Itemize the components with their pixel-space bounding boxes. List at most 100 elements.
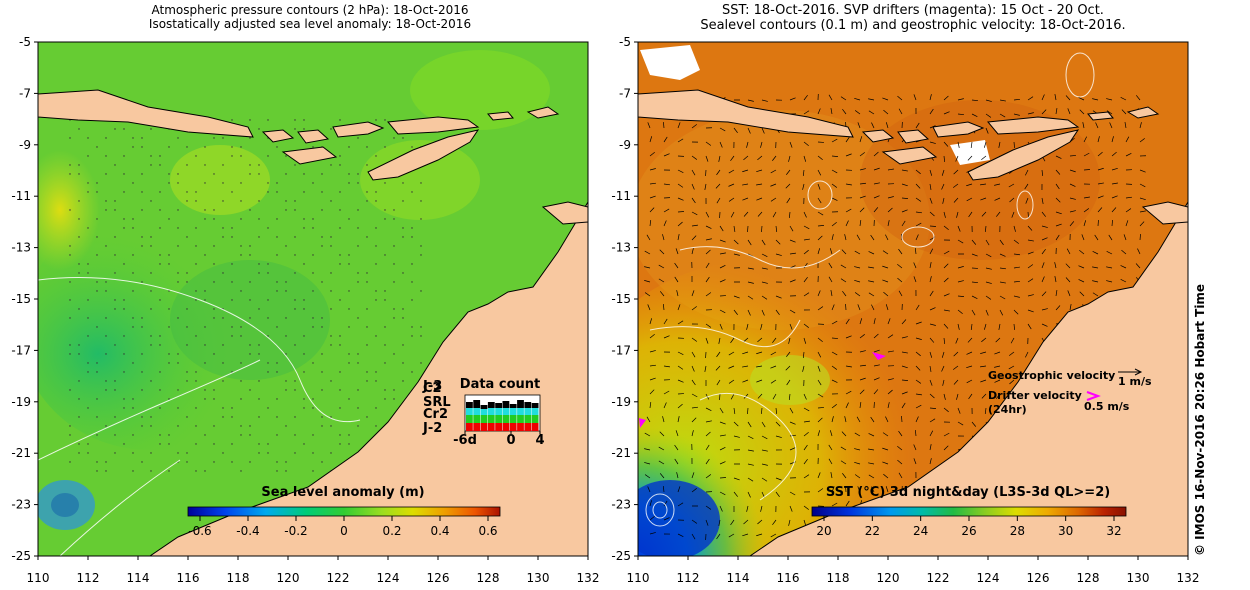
lon-tick-label: 128 (477, 571, 500, 585)
left-title-line1: Atmospheric pressure contours (2 hPa): 1… (152, 3, 469, 17)
lon-tick-label: 112 (77, 571, 100, 585)
colorbar-tick-label: 28 (1010, 524, 1025, 538)
island-land (1126, 106, 1160, 119)
sla-colorbar-ticks: -0.6 -0.4 -0.2 0 0.2 0.4 0.6 (188, 516, 498, 538)
lat-tick-label: -7 (19, 86, 31, 100)
island-land (861, 129, 895, 143)
right-title-line1: SST: 18-Oct-2016. SVP drifters (magenta)… (722, 3, 1104, 18)
lon-tick-label: 126 (427, 571, 450, 585)
data-count-title: Data count (460, 377, 540, 392)
colorbar-tick-label: 26 (961, 524, 976, 538)
drifter-velocity-period: (24hr) (988, 403, 1027, 416)
lat-tick-label: -5 (619, 35, 631, 49)
lat-tick-label: -21 (11, 446, 31, 460)
data-count-tick-label: 0 (506, 433, 515, 448)
imos-credit: © IMOS 16-Nov-2016 20:26 Hobart Time (1193, 284, 1207, 556)
lat-tick-label: -21 (611, 446, 631, 460)
lon-tick-label: 116 (777, 571, 800, 585)
svp-drifters (639, 352, 886, 428)
lon-tick-label: 130 (527, 571, 550, 585)
lat-tick-label: -23 (611, 498, 631, 512)
lat-tick-label: -11 (11, 189, 31, 203)
satellite-label: J-2 (422, 421, 442, 436)
colorbar-tick-label: 24 (913, 524, 928, 538)
lon-tick-label: 114 (727, 571, 750, 585)
colorbar-tick-label: 0 (340, 524, 348, 538)
lon-tick-label: 110 (627, 571, 650, 585)
lon-tick-label: 130 (1127, 571, 1150, 585)
drifter-velocity-label: Drifter velocity (988, 389, 1082, 402)
colorbar-tick-label: 32 (1106, 524, 1121, 538)
data-count-bars (464, 394, 541, 432)
lat-tick-label: -9 (19, 138, 31, 152)
lat-tick-label: -17 (611, 343, 631, 357)
left-map-axes: -5 -7 -9 -11 -13 -15 -17 -19 -21 -23 -25 110 112 114 1… (11, 35, 599, 585)
colorbar-tick-label: -0.2 (284, 524, 307, 538)
lon-tick-label: 118 (227, 571, 250, 585)
lat-tick-label: -19 (11, 395, 31, 409)
lat-tick-label: -15 (611, 292, 631, 306)
geostrophic-velocity-label: Geostrophic velocity (988, 369, 1115, 382)
lat-tick-label: -7 (619, 86, 631, 100)
lat-tick-label: -13 (611, 241, 631, 255)
island-land (367, 129, 480, 181)
right-title-line2: Sealevel contours (0.1 m) and geostrophi… (700, 18, 1125, 33)
lon-tick-label: 110 (27, 571, 50, 585)
lat-tick-label: -25 (11, 549, 31, 563)
left-title-line2: Isostatically adjusted sea level anomaly… (149, 17, 471, 31)
colorbar-tick-label: 0.6 (478, 524, 497, 538)
lon-tick-label: 122 (327, 571, 350, 585)
island-land (487, 111, 514, 121)
cloud-mask (640, 45, 990, 165)
lon-tick-label: 120 (277, 571, 300, 585)
island-land (932, 121, 985, 138)
colorbar-tick-label: 0.4 (430, 524, 449, 538)
lat-tick-label: -9 (619, 138, 631, 152)
island-land (541, 201, 588, 225)
lat-tick-label: -15 (11, 292, 31, 306)
lat-tick-label: -5 (19, 35, 31, 49)
drifter-scale-arrow (1086, 391, 1101, 401)
lon-tick-label: 128 (1077, 571, 1100, 585)
island-land (967, 129, 1080, 181)
sst-colorbar-ticks: 20 22 24 26 28 30 32 (816, 516, 1122, 538)
lat-tick-label: -25 (611, 549, 631, 563)
australia-land (149, 201, 588, 556)
data-count-tick-label: -6d (453, 433, 477, 448)
sla-colorbar-ramp (187, 506, 501, 517)
colorbar-tick-label: 20 (816, 524, 831, 538)
island-land (1087, 111, 1114, 121)
right-map-axes: -5 -7 -9 -11 -13 -15 -17 -19 -21 -23 -25 110 112 114 1… (611, 35, 1199, 585)
island-land (1141, 201, 1188, 225)
lat-tick-label: -13 (11, 241, 31, 255)
colorbar-tick-label: -0.4 (236, 524, 259, 538)
sealevel-contours (645, 52, 1095, 527)
lat-tick-label: -17 (11, 343, 31, 357)
pressure-contours (38, 277, 361, 556)
sst-colorbar-title: SST (°C) 3d night&day (L3S-3d QL>=2) (826, 485, 1110, 500)
data-count-axis: -6d 0 4 (453, 431, 545, 448)
lon-tick-label: 124 (377, 571, 400, 585)
lon-tick-label: 122 (927, 571, 950, 585)
island-land (281, 146, 338, 165)
satellite-label: J-3 (422, 379, 442, 394)
sla-colorbar: Sea level anomaly (m) -0.6 -0.4 -0.2 0 0.2 0.… (187, 485, 501, 538)
velocity-legend: Geostrophic velocity 1 m/s Drifter veloc… (988, 368, 1152, 416)
island-land (881, 146, 938, 165)
lon-tick-label: 114 (127, 571, 150, 585)
satellite-label: Cr2 (423, 407, 448, 422)
lon-tick-label: 126 (1027, 571, 1050, 585)
data-count-tick-label: 4 (535, 433, 544, 448)
island-land (526, 106, 560, 119)
satellite-label: SRL (423, 395, 451, 410)
island-land (987, 116, 1080, 135)
lat-tick-label: -11 (611, 189, 631, 203)
island-land (38, 89, 254, 138)
island-land (638, 89, 854, 138)
colorbar-tick-label: -0.6 (188, 524, 211, 538)
island-land (897, 129, 930, 144)
lon-tick-label: 132 (577, 571, 600, 585)
